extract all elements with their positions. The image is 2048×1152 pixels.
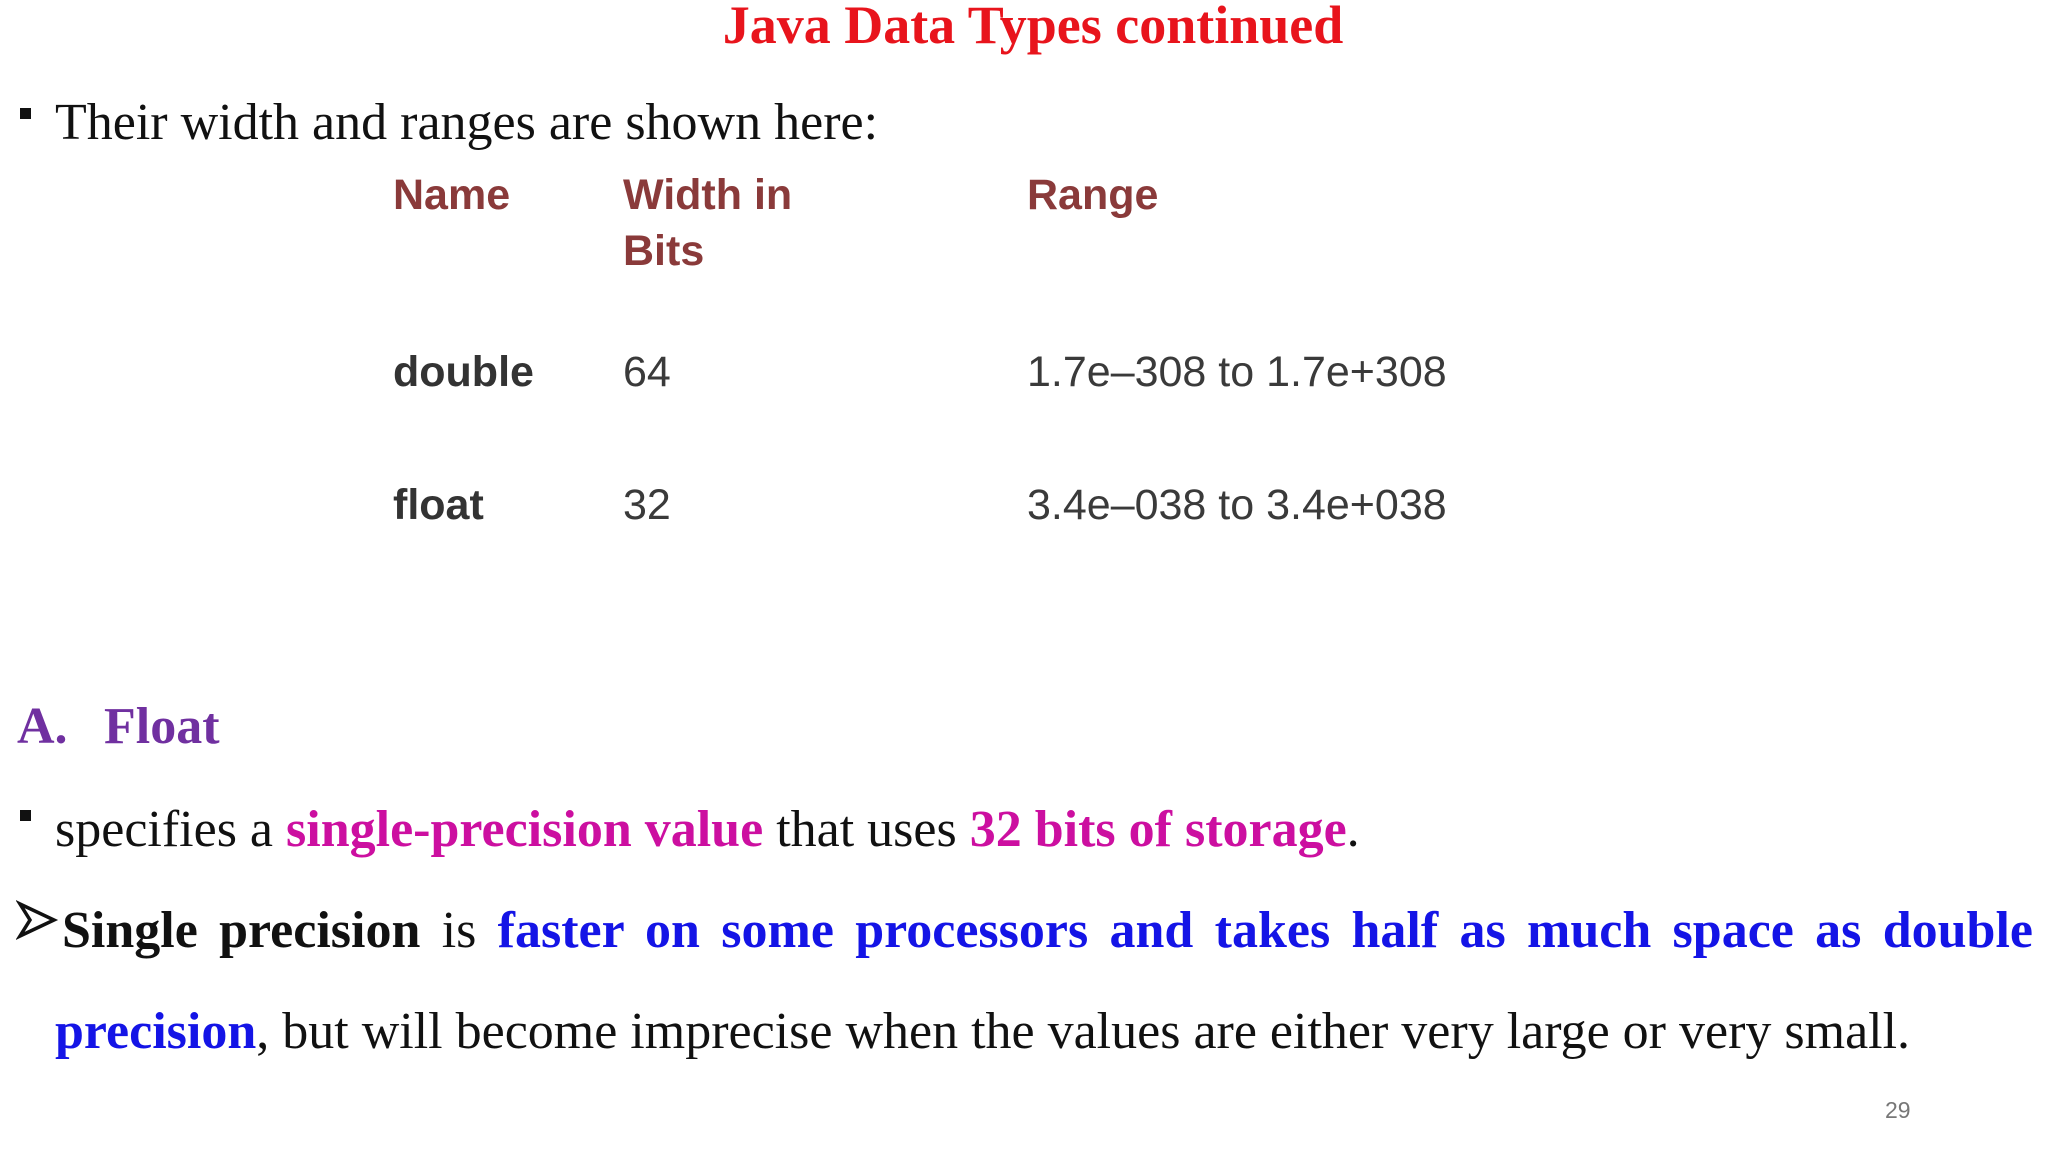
emphasis: single-precision value xyxy=(286,801,764,858)
text: that uses xyxy=(763,801,970,858)
section-title: Float xyxy=(104,698,220,755)
arrow-bullet xyxy=(16,900,59,940)
emphasis: Single precision xyxy=(62,902,421,959)
bullet-marker xyxy=(20,810,31,821)
table-cell: double xyxy=(393,348,534,396)
text: , but will become imprecise when the val… xyxy=(256,1003,1911,1060)
table-cell: float xyxy=(393,481,484,529)
table-cell: 64 xyxy=(623,348,671,396)
bullet-marker xyxy=(20,108,31,119)
text: specifies a xyxy=(55,801,287,858)
slide-title: Java Data Types continued xyxy=(722,0,1344,55)
emphasis: 32 bits of storage xyxy=(969,801,1347,858)
text: . xyxy=(1346,801,1360,858)
text: is xyxy=(420,902,498,959)
paragraph: Single precision is faster on some proce… xyxy=(55,880,2033,1082)
table-cell: 3.4e–038 to 3.4e+038 xyxy=(1027,481,1447,529)
page-number: 29 xyxy=(1885,1097,1911,1123)
emphasis: faster on some processors and takes half… xyxy=(55,902,2033,1060)
table-cell: 32 xyxy=(623,481,671,529)
table-cell: 1.7e–308 to 1.7e+308 xyxy=(1027,348,1447,396)
bullet-text: specifies a single-precision value that … xyxy=(55,800,1360,860)
table-header: Range xyxy=(1027,171,1159,219)
table-header: Width in Bits xyxy=(623,171,793,275)
section-label: A. xyxy=(17,698,68,755)
table-header: Name xyxy=(393,171,511,219)
intro-text: Their width and ranges are shown here: xyxy=(55,94,879,151)
